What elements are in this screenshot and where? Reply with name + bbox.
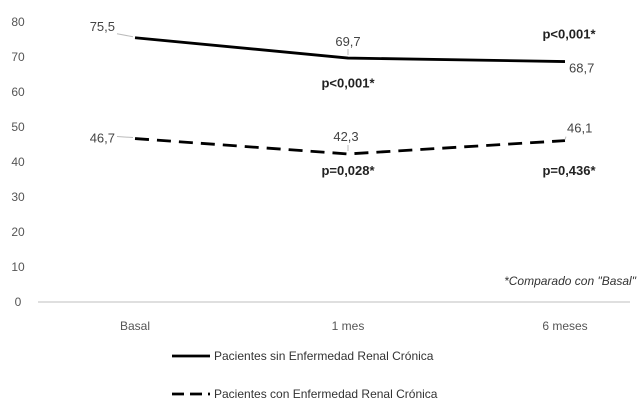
p-value-annotation: p<0,001* xyxy=(321,75,375,90)
data-label: 46,7 xyxy=(90,131,115,146)
series-line-sin-erc xyxy=(134,36,566,63)
p-value-annotation: p=0,436* xyxy=(542,163,596,178)
legend-label: Pacientes sin Enfermedad Renal Crónica xyxy=(214,349,434,363)
legend: Pacientes sin Enfermedad Renal Crónica Pa… xyxy=(172,349,438,401)
data-label: 42,3 xyxy=(333,129,358,144)
data-label: 69,7 xyxy=(335,34,360,49)
y-tick-label: 80 xyxy=(11,15,25,29)
y-axis: 0 10 20 30 40 50 60 70 80 xyxy=(11,15,25,309)
x-axis: Basal 1 mes 6 meses xyxy=(38,301,630,333)
annotations: p<0,001* p<0,001* p=0,028* p=0,436* xyxy=(321,26,596,178)
y-tick-label: 70 xyxy=(11,50,25,64)
y-tick-label: 30 xyxy=(11,190,25,204)
data-label-leader xyxy=(116,136,134,139)
comparison-note: *Comparado con "Basal" xyxy=(504,274,637,288)
y-tick-label: 60 xyxy=(11,85,25,99)
data-label-leader xyxy=(116,33,134,38)
data-label: 46,1 xyxy=(567,121,592,136)
data-label: 68,7 xyxy=(569,61,594,76)
p-value-annotation: p<0,001* xyxy=(542,26,596,41)
y-tick-label: 50 xyxy=(11,120,25,134)
y-tick-label: 10 xyxy=(11,260,25,274)
y-tick-label: 20 xyxy=(11,225,25,239)
data-label: 75,5 xyxy=(90,19,115,34)
data-label-leader xyxy=(564,136,567,140)
x-tick-label: 1 mes xyxy=(332,319,365,333)
x-tick-label: Basal xyxy=(120,319,150,333)
p-value-annotation: p=0,028* xyxy=(321,163,375,178)
y-tick-label: 0 xyxy=(15,295,22,309)
y-tick-label: 40 xyxy=(11,155,25,169)
data-labels: 75,5 69,7 68,7 46,7 42,3 46,1 xyxy=(90,19,594,151)
series-group xyxy=(134,36,566,156)
series-line-con-erc xyxy=(134,137,566,156)
x-tick-label: 6 meses xyxy=(542,319,587,333)
legend-label: Pacientes con Enfermedad Renal Crónica xyxy=(214,387,438,401)
